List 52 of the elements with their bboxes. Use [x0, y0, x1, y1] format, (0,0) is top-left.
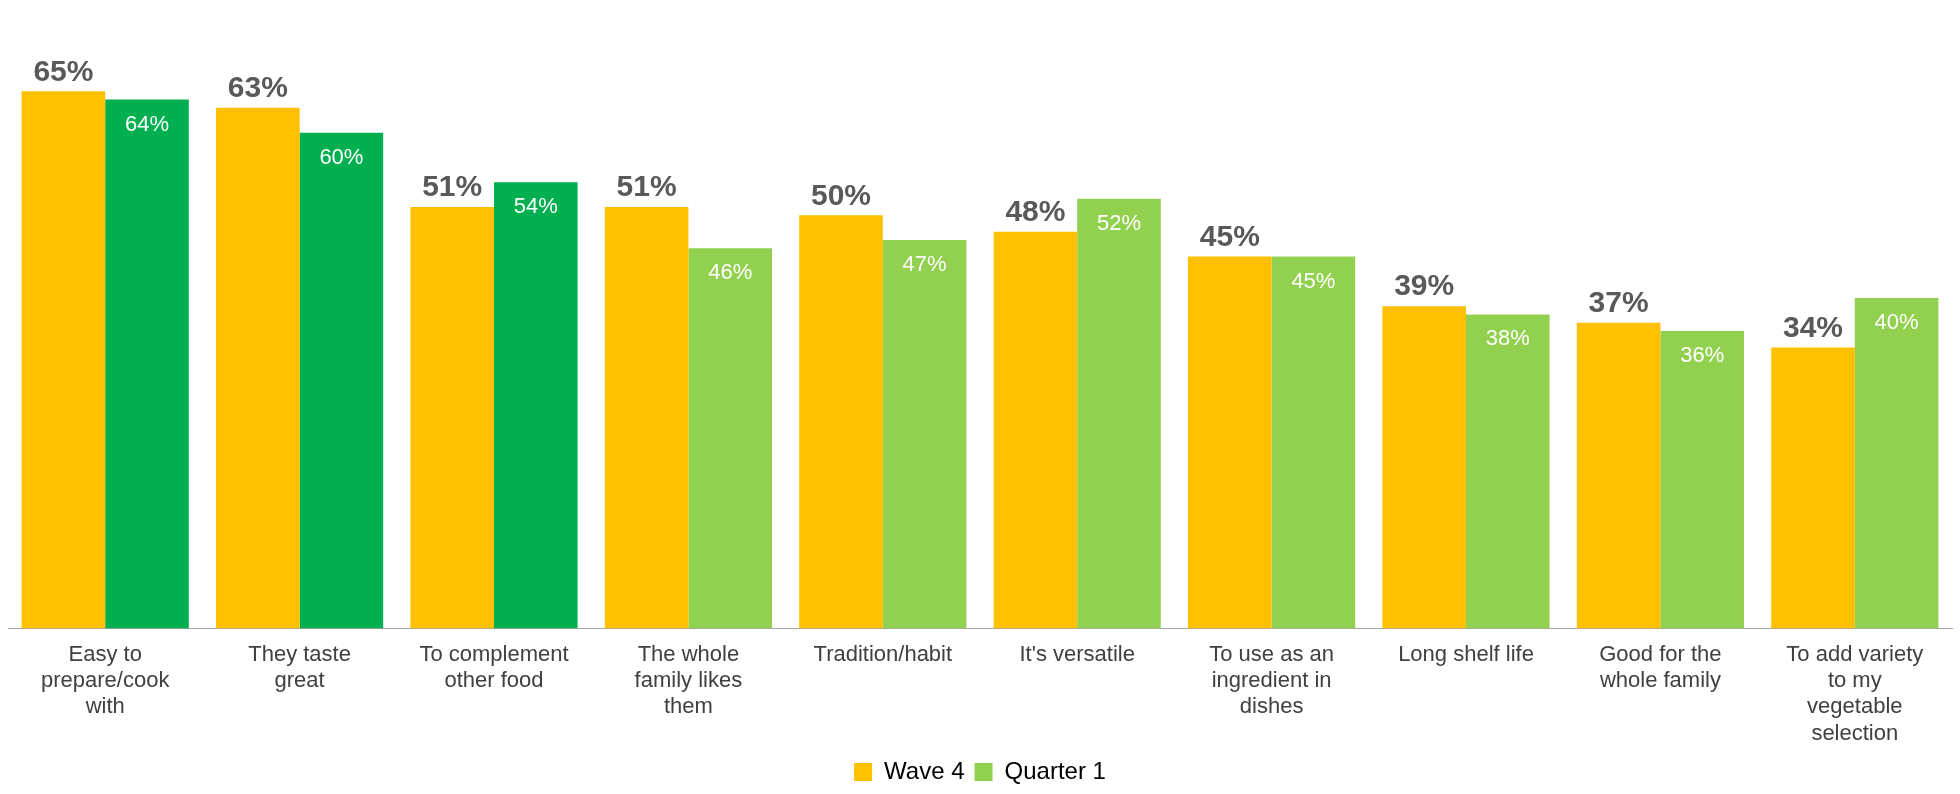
data-label: 38%	[1485, 325, 1530, 351]
x-tick-label: Easy to prepare/cook with	[40, 640, 171, 719]
data-label: 36%	[1680, 342, 1725, 367]
data-label: 60%	[319, 143, 364, 169]
x-tick-label: Good for the whole family	[1598, 640, 1722, 693]
data-label: 48%	[1005, 194, 1066, 228]
legend-label: Quarter 1	[1004, 756, 1106, 784]
data-label: 47%	[902, 251, 947, 277]
x-tick-label: Tradition/habit	[813, 640, 953, 666]
bar	[1854, 297, 1939, 629]
data-label: 50%	[810, 177, 872, 211]
bar	[799, 215, 883, 629]
x-tick-label: The whole family likes them	[634, 640, 743, 719]
data-label: 51%	[422, 169, 483, 203]
data-label: 45%	[1199, 218, 1260, 252]
bar	[299, 132, 384, 629]
bar	[882, 240, 967, 629]
bar	[410, 206, 494, 629]
bar	[1771, 347, 1855, 629]
data-label: 65%	[33, 53, 94, 87]
bar	[1382, 306, 1466, 629]
x-tick-label: To use as an ingredient in dishes	[1209, 640, 1334, 719]
bar	[604, 206, 689, 629]
bar	[494, 182, 578, 629]
data-label: 52%	[1096, 209, 1142, 235]
bar	[1576, 322, 1661, 629]
data-label: 54%	[513, 193, 558, 219]
bar	[21, 91, 106, 629]
bar	[216, 107, 300, 629]
data-label: 46%	[708, 259, 753, 285]
data-label: 34%	[1782, 309, 1844, 343]
bar	[1466, 314, 1550, 629]
bar	[1660, 330, 1744, 629]
bar	[105, 99, 189, 629]
data-label: 64%	[124, 110, 170, 136]
x-tick-label: To add variety to my vegetable selection	[1786, 640, 1924, 745]
bar	[1271, 256, 1356, 629]
data-label: 51%	[616, 169, 677, 203]
x-tick-label: It's versatile	[1019, 640, 1135, 666]
bar	[1188, 256, 1272, 629]
x-tick-label: To complement other food	[419, 640, 569, 693]
bar	[1077, 198, 1161, 629]
data-label: 63%	[227, 70, 288, 104]
bar	[993, 231, 1078, 629]
data-label: 39%	[1394, 268, 1455, 302]
x-tick-label: Long shelf life	[1398, 640, 1534, 666]
bar	[688, 248, 772, 629]
data-label: 45%	[1291, 267, 1336, 293]
data-label: 40%	[1874, 308, 1919, 334]
x-tick-label: They taste great	[248, 640, 351, 693]
legend-label: Wave 4	[884, 756, 965, 784]
data-label: 37%	[1588, 284, 1649, 318]
